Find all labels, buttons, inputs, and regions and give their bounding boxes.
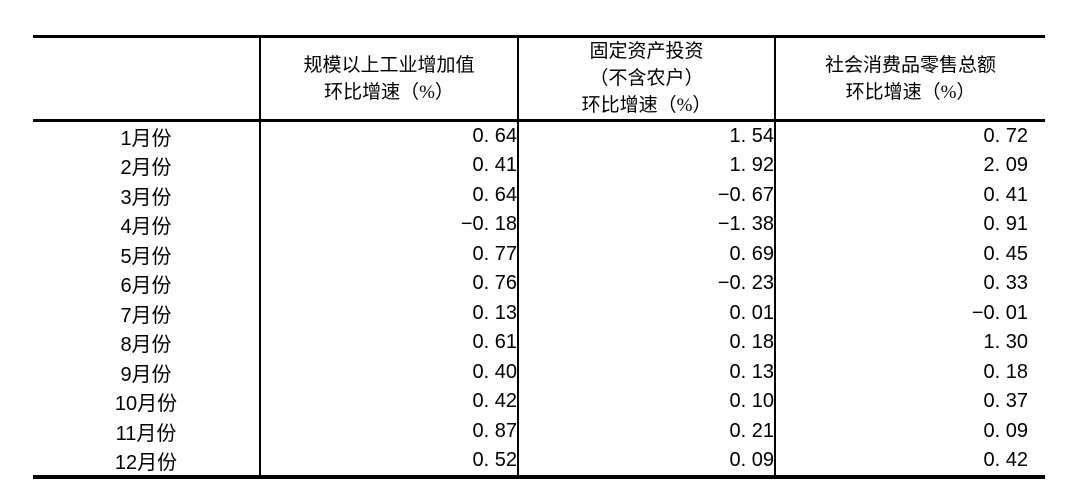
header-row: 规模以上工业增加值 环比增速（%） 固定资产投资 （不含农户） 环比增速（%） … xyxy=(33,36,1045,122)
investment-value: −0. 23 xyxy=(517,269,775,299)
table-row: 11月份 0. 87 0. 21 0. 09 xyxy=(33,416,1045,446)
corner-cell xyxy=(33,36,260,122)
retail-value: 0. 18 xyxy=(774,357,1045,387)
table-row: 2月份 0. 41 1. 92 2. 09 xyxy=(33,151,1045,181)
month-label: 3月份 xyxy=(120,186,172,209)
retail-value: 0. 37 xyxy=(774,387,1045,417)
month-label: 8月份 xyxy=(120,334,172,357)
month-label: 12月份 xyxy=(114,452,178,474)
investment-value: 0. 10 xyxy=(517,387,775,417)
investment-value: 0. 69 xyxy=(517,239,775,269)
retail-value: 0. 09 xyxy=(774,416,1045,446)
column-header-industrial: 规模以上工业增加值 环比增速（%） xyxy=(259,36,518,122)
investment-value: −0. 67 xyxy=(517,180,775,210)
investment-value: 0. 21 xyxy=(517,416,775,446)
investment-value: 0. 09 xyxy=(517,446,775,477)
month-label: 4月份 xyxy=(120,216,172,239)
header-line: 环比增速（%） xyxy=(581,95,712,116)
industrial-value: 0. 61 xyxy=(259,328,518,358)
retail-value: 0. 41 xyxy=(774,180,1045,210)
column-header-retail: 社会消费品零售总额 环比增速（%） xyxy=(774,36,1045,122)
investment-value: −1. 38 xyxy=(517,210,775,240)
industrial-value: 0. 40 xyxy=(259,357,518,387)
month-label: 2月份 xyxy=(120,157,172,180)
header-line: 固定资产投资 xyxy=(589,41,704,62)
month-label: 10月份 xyxy=(114,393,178,416)
retail-value: 0. 33 xyxy=(774,269,1045,299)
industrial-value: 0. 41 xyxy=(259,151,518,181)
month-label: 9月份 xyxy=(120,363,172,386)
investment-value: 1. 92 xyxy=(517,151,775,181)
industrial-value: 0. 87 xyxy=(259,416,518,446)
investment-value: 0. 01 xyxy=(517,298,775,328)
investment-value: 1. 54 xyxy=(517,120,775,151)
industrial-value: 0. 76 xyxy=(259,269,518,299)
retail-value: 0. 42 xyxy=(774,446,1045,477)
retail-value: 2. 09 xyxy=(774,151,1045,181)
table-row: 8月份 0. 61 0. 18 1. 30 xyxy=(33,328,1045,358)
industrial-value: −0. 18 xyxy=(259,210,518,240)
table-row: 3月份 0. 64 −0. 67 0. 41 xyxy=(33,180,1045,210)
retail-value: 0. 72 xyxy=(774,120,1045,151)
industrial-value: 0. 42 xyxy=(259,387,518,417)
retail-value: 0. 45 xyxy=(774,239,1045,269)
table-row: 12月份 0. 52 0. 09 0. 42 xyxy=(33,446,1045,477)
header-line: 规模以上工业增加值 xyxy=(303,54,475,76)
industrial-value: 0. 64 xyxy=(259,180,518,210)
month-label: 7月份 xyxy=(120,304,172,327)
header-line: 环比增速（%） xyxy=(324,81,454,103)
column-header-investment: 固定资产投资 （不含农户） 环比增速（%） xyxy=(517,36,775,122)
investment-value: 0. 18 xyxy=(517,328,775,358)
table-row: 1月份 0. 64 1. 54 0. 72 xyxy=(33,120,1045,151)
retail-value: 1. 30 xyxy=(774,328,1045,358)
table-row: 10月份 0. 42 0. 10 0. 37 xyxy=(33,387,1045,417)
header-line: 社会消费品零售总额 xyxy=(824,54,996,76)
table-row: 6月份 0. 76 −0. 23 0. 33 xyxy=(33,269,1045,299)
table-row: 9月份 0. 40 0. 13 0. 18 xyxy=(33,357,1045,387)
header-line: 环比增速（%） xyxy=(845,81,976,103)
industrial-value: 0. 77 xyxy=(259,239,518,269)
industrial-value: 0. 64 xyxy=(259,120,518,151)
monthly-growth-table-wrap: 规模以上工业增加值 环比增速（%） 固定资产投资 （不含农户） 环比增速（%） … xyxy=(33,35,1045,479)
header-line: （不含农户） xyxy=(589,68,704,89)
month-label: 5月份 xyxy=(120,245,172,268)
retail-value: 0. 91 xyxy=(774,210,1045,240)
industrial-value: 0. 52 xyxy=(259,446,518,477)
month-label: 1月份 xyxy=(120,128,172,150)
retail-value: −0. 01 xyxy=(774,298,1045,328)
industrial-value: 0. 13 xyxy=(259,298,518,328)
month-label: 11月份 xyxy=(115,422,177,445)
month-label: 6月份 xyxy=(120,275,172,298)
table-row: 7月份 0. 13 0. 01 −0. 01 xyxy=(33,298,1045,328)
monthly-growth-table: 规模以上工业增加值 环比增速（%） 固定资产投资 （不含农户） 环比增速（%） … xyxy=(33,35,1045,479)
investment-value: 0. 13 xyxy=(517,357,775,387)
table-row: 5月份 0. 77 0. 69 0. 45 xyxy=(33,239,1045,269)
table-row: 4月份 −0. 18 −1. 38 0. 91 xyxy=(33,210,1045,240)
